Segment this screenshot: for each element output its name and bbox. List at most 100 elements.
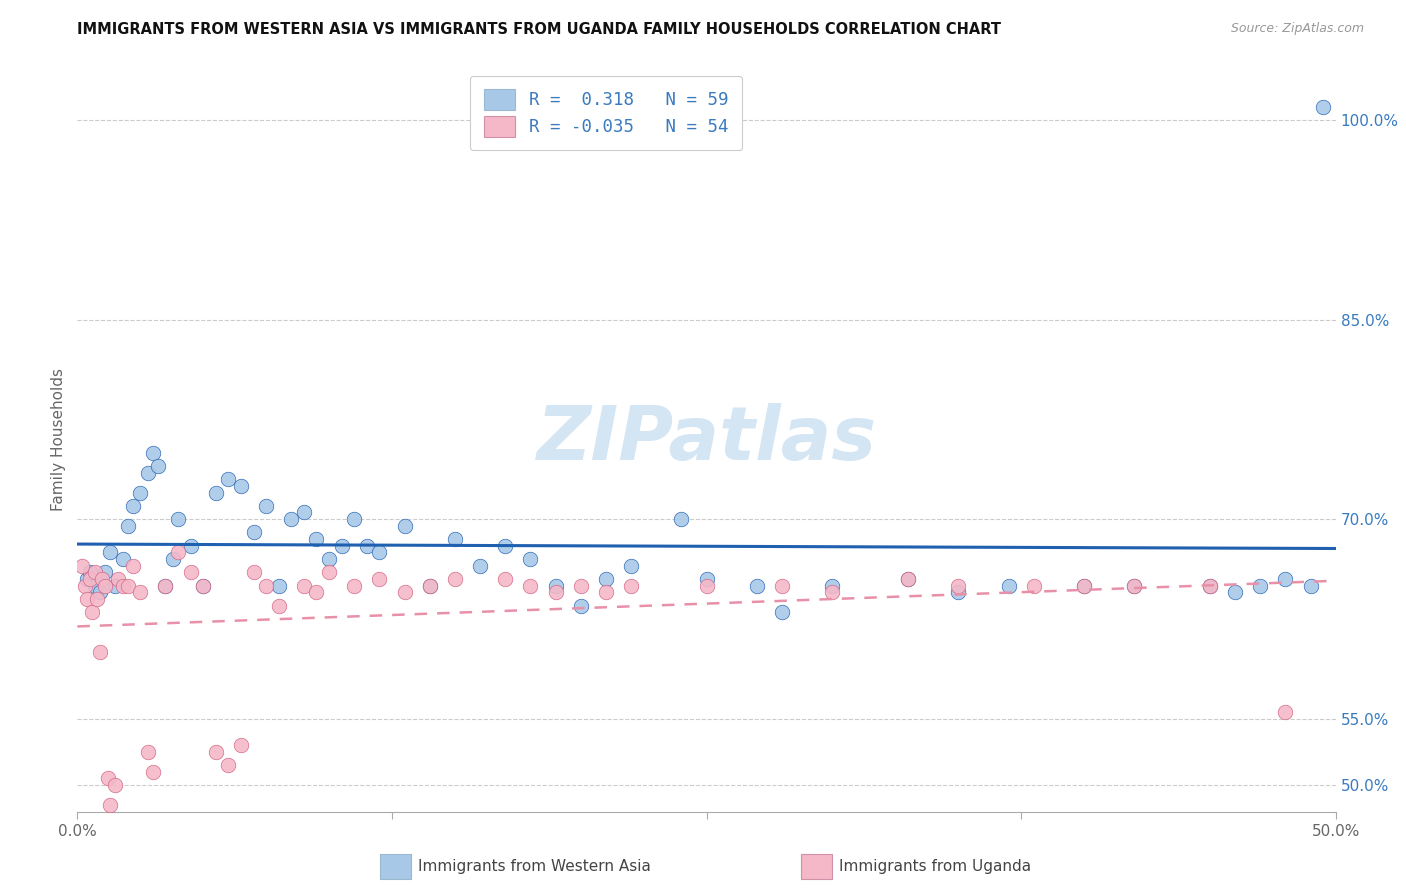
Point — [343, 512, 366, 526]
Point — [745, 579, 768, 593]
Point — [620, 579, 643, 593]
Point — [671, 512, 693, 526]
Point — [1249, 579, 1271, 593]
Point — [84, 566, 107, 580]
Point — [343, 579, 366, 593]
Point — [494, 572, 516, 586]
Point — [394, 518, 416, 533]
Point — [1312, 100, 1334, 114]
Point — [696, 572, 718, 586]
Point — [356, 539, 378, 553]
Point — [419, 579, 441, 593]
Point — [292, 579, 315, 593]
Point — [1022, 579, 1045, 593]
Point — [494, 539, 516, 553]
Point — [180, 566, 202, 580]
Point — [569, 599, 592, 613]
Point — [444, 532, 467, 546]
Point — [368, 545, 391, 559]
Point — [129, 485, 152, 500]
Point — [544, 585, 567, 599]
Point — [254, 499, 277, 513]
Point — [305, 585, 328, 599]
Point — [104, 579, 127, 593]
Point — [167, 512, 190, 526]
Point — [696, 579, 718, 593]
Point — [595, 572, 617, 586]
Point — [569, 579, 592, 593]
Point — [394, 585, 416, 599]
Point — [72, 558, 94, 573]
Point — [91, 572, 114, 586]
Point — [117, 579, 139, 593]
Point — [444, 572, 467, 586]
Point — [79, 566, 101, 580]
Point — [146, 458, 169, 473]
Point — [1274, 705, 1296, 719]
Point — [519, 579, 541, 593]
Point — [104, 778, 127, 792]
Point — [267, 579, 290, 593]
Point — [1123, 579, 1146, 593]
Point — [98, 545, 121, 559]
Point — [821, 585, 844, 599]
Point — [191, 579, 215, 593]
Point — [136, 466, 159, 480]
Point — [305, 532, 328, 546]
Point — [111, 552, 134, 566]
Point — [770, 579, 793, 593]
Point — [1299, 579, 1322, 593]
Point — [191, 579, 215, 593]
Point — [96, 772, 118, 786]
Point — [242, 525, 264, 540]
Legend: R =  0.318   N = 59, R = -0.035   N = 54: R = 0.318 N = 59, R = -0.035 N = 54 — [470, 76, 742, 151]
Point — [76, 572, 98, 586]
Point — [1274, 572, 1296, 586]
Point — [419, 579, 441, 593]
Point — [121, 558, 143, 573]
Text: Immigrants from Western Asia: Immigrants from Western Asia — [418, 859, 651, 873]
Point — [1123, 579, 1146, 593]
Point — [86, 591, 108, 606]
Point — [1223, 585, 1246, 599]
Point — [79, 572, 101, 586]
Point — [318, 552, 340, 566]
Text: Immigrants from Uganda: Immigrants from Uganda — [839, 859, 1032, 873]
Point — [318, 566, 340, 580]
Point — [1073, 579, 1095, 593]
Point — [136, 745, 159, 759]
Point — [162, 552, 184, 566]
Point — [254, 579, 277, 593]
Point — [204, 745, 226, 759]
Point — [142, 764, 165, 779]
Y-axis label: Family Households: Family Households — [51, 368, 66, 511]
Point — [217, 472, 239, 486]
Point — [897, 572, 920, 586]
Point — [167, 545, 190, 559]
Point — [142, 445, 165, 459]
Point — [948, 579, 970, 593]
Point — [89, 585, 111, 599]
Point — [180, 539, 202, 553]
Point — [280, 512, 302, 526]
Point — [897, 572, 920, 586]
Point — [292, 506, 315, 520]
Point — [770, 605, 793, 619]
Text: ZIPatlas: ZIPatlas — [537, 403, 876, 475]
Point — [94, 579, 117, 593]
Point — [267, 599, 290, 613]
Point — [948, 585, 970, 599]
Point — [121, 499, 143, 513]
Point — [155, 579, 177, 593]
Point — [76, 591, 98, 606]
Point — [229, 738, 252, 752]
Point — [89, 645, 111, 659]
Point — [94, 566, 117, 580]
Point — [1073, 579, 1095, 593]
Text: IMMIGRANTS FROM WESTERN ASIA VS IMMIGRANTS FROM UGANDA FAMILY HOUSEHOLDS CORRELA: IMMIGRANTS FROM WESTERN ASIA VS IMMIGRAN… — [77, 22, 1001, 37]
Point — [82, 605, 104, 619]
Point — [155, 579, 177, 593]
Point — [1199, 579, 1222, 593]
Point — [229, 479, 252, 493]
Point — [117, 518, 139, 533]
